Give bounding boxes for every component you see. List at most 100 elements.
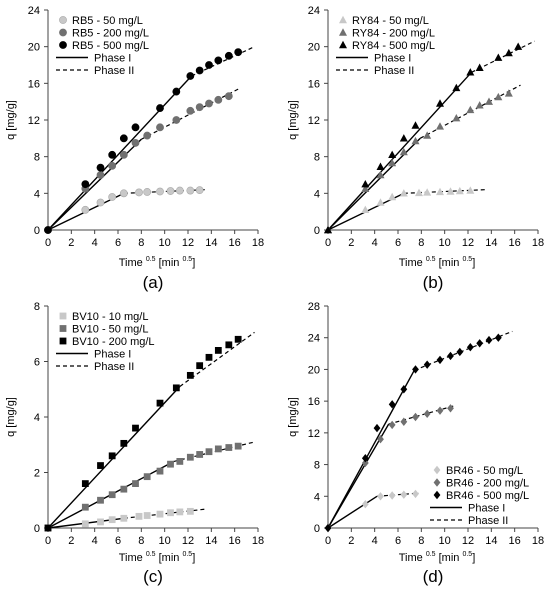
series-1-point-11 — [195, 186, 204, 195]
x-tick-label: 12 — [462, 237, 474, 249]
x-tick-label: 14 — [205, 535, 217, 547]
series-2-point-11 — [205, 99, 213, 108]
x-tick-label: 0 — [325, 237, 331, 249]
y-axis-label: q [mg/g] — [5, 100, 17, 140]
x-tick-label: 8 — [418, 535, 424, 547]
series-3-point-9 — [456, 347, 464, 357]
x-tick-label: 14 — [485, 535, 497, 547]
legend-marker-1-point-0 — [59, 16, 67, 24]
legend-label: Phase I — [94, 349, 131, 361]
series-1-point-7 — [436, 187, 444, 196]
x-tick-label: 4 — [92, 237, 98, 249]
y-tick-label: 4 — [314, 491, 320, 503]
series-2-point-5 — [412, 412, 419, 422]
series-1-point-2 — [97, 518, 104, 526]
series-1-point-3 — [388, 491, 396, 500]
series-3-point-3 — [388, 400, 396, 409]
y-tick-label: 2 — [34, 468, 40, 480]
series-1-point-7 — [156, 187, 164, 196]
legend-marker-2-point-0 — [433, 478, 441, 487]
series-1-phase2-line — [376, 492, 420, 497]
y-tick-label: 6 — [34, 357, 40, 369]
legend-label: Phase I — [374, 53, 411, 65]
legend-marker-1-point-0 — [433, 465, 441, 475]
series-2-phase1-line — [47, 138, 142, 231]
y-axis-label: q [mg/g] — [5, 397, 17, 437]
series-3-point-2 — [373, 423, 381, 433]
legend-label: RB5 - 50 mg/L — [72, 15, 143, 27]
series-2-point-11 — [485, 97, 493, 105]
legend-label: Phase II — [94, 361, 134, 373]
x-tick-label: 2 — [348, 237, 354, 249]
y-tick-label: 0 — [34, 225, 40, 237]
series-1-point-4 — [400, 490, 408, 499]
x-tick-label: 12 — [182, 237, 194, 249]
y-tick-label: 20 — [28, 42, 40, 54]
y-axis-label: q [mg/g] — [287, 100, 299, 140]
legend-marker-3-point-0 — [59, 41, 67, 49]
x-tick-label: 0 — [45, 237, 51, 249]
series-3-point-1 — [361, 454, 369, 463]
series-3-phase1-line — [47, 75, 193, 231]
series-2-point-1 — [361, 458, 369, 468]
series-3-point-0 — [44, 226, 52, 234]
series-3-point-4 — [399, 134, 408, 142]
y-tick-label: 8 — [34, 152, 40, 164]
series-2-point-9 — [176, 458, 184, 465]
x-tick-label: 18 — [252, 237, 264, 249]
series-1-point-3 — [108, 193, 117, 201]
legend-marker-1-point-0 — [59, 312, 67, 320]
series-2-point-3 — [388, 420, 396, 430]
series-3-phase1-line — [327, 71, 473, 231]
series-1-point-9 — [175, 186, 184, 195]
legend-label: Phase II — [94, 65, 134, 77]
series-3-point-5 — [412, 365, 419, 374]
series-2-phase2-line — [141, 87, 241, 140]
x-tick-label: 16 — [509, 535, 521, 547]
series-1-point-6 — [423, 188, 432, 196]
series-2-point-13 — [214, 445, 222, 453]
x-tick-label: 14 — [485, 237, 497, 249]
series-1-point-9 — [176, 508, 184, 516]
x-tick-label: 18 — [252, 535, 264, 547]
series-3-point-9 — [196, 362, 204, 370]
series-3-point-8 — [186, 371, 194, 379]
legend-marker-1-point-0 — [339, 15, 347, 24]
x-tick-label: 2 — [68, 237, 74, 249]
legend-label: RY84 - 200 mg/L — [352, 28, 435, 40]
x-tick-label: 16 — [509, 237, 521, 249]
series-1-phase1-line — [327, 495, 378, 529]
series-1-point-5 — [135, 188, 143, 197]
x-tick-label: 14 — [205, 237, 217, 249]
series-3-point-12 — [485, 335, 493, 345]
series-1-point-9 — [455, 186, 464, 195]
legend-marker-3-point-0 — [339, 40, 347, 49]
series-2-point-5 — [131, 139, 140, 147]
y-tick-label: 20 — [308, 364, 320, 376]
series-2-point-9 — [466, 105, 475, 114]
x-tick-label: 10 — [159, 535, 171, 547]
x-tick-label: 6 — [395, 237, 401, 249]
x-tick-label: 18 — [532, 535, 544, 547]
x-tick-label: 12 — [182, 535, 194, 547]
series-3-point-9 — [475, 63, 484, 71]
legend-label: Phase II — [374, 65, 414, 77]
series-2-point-3 — [108, 491, 116, 499]
x-tick-label: 0 — [45, 535, 51, 547]
panel-caption: (c) — [143, 567, 163, 586]
y-tick-label: 8 — [314, 152, 320, 164]
y-tick-label: 12 — [28, 115, 40, 127]
panel-caption: (b) — [423, 273, 444, 292]
series-3-point-12 — [225, 341, 233, 349]
series-2-point-6 — [423, 409, 431, 419]
series-3-point-0 — [44, 524, 52, 532]
x-tick-label: 4 — [372, 535, 378, 547]
x-tick-label: 18 — [532, 237, 544, 249]
series-2-point-12 — [214, 95, 223, 104]
series-2-point-15 — [234, 442, 242, 450]
legend-label: RY84 - 50 mg/L — [352, 15, 429, 27]
series-2-point-8 — [167, 460, 174, 468]
